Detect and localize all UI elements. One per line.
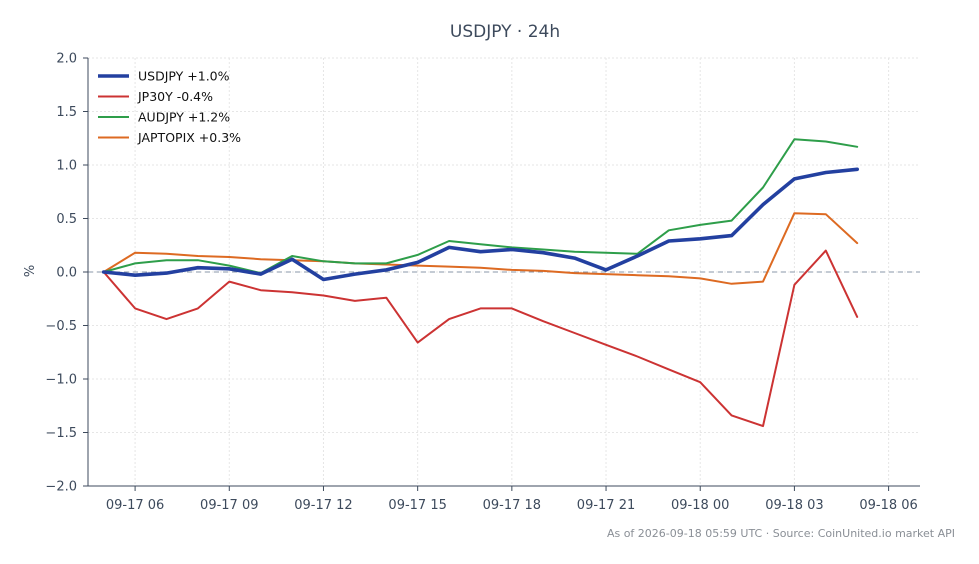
y-tick-label: −1.5 [45,426,77,441]
y-tick-label: −1.0 [45,373,77,388]
series-line-0 [101,167,860,282]
chart-title: USDJPY · 24h [450,22,560,42]
axes [83,57,920,491]
x-tick-label: 09-18 06 [859,498,917,513]
legend-label-2: AUDJPY +1.2% [138,110,230,125]
y-tick-labels: 2.0 1.5 1.0 0.5 0.0 −0.5 −1.0 −1.5 −2.0 [45,52,77,495]
x-tick-label: 09-18 03 [765,498,823,513]
x-tick-label: 09-17 06 [106,498,164,513]
x-tick-label: 09-17 18 [483,498,541,513]
x-tick-label: 09-18 00 [671,498,729,513]
y-tick-label: 0.5 [56,212,77,227]
y-tick-label: 2.0 [56,52,77,67]
y-tick-label: 1.5 [56,105,77,120]
x-tick-labels: 09-17 06 09-17 09 09-17 12 09-17 15 09-17 18… [106,498,918,513]
y-tick-label: −2.0 [45,480,77,495]
x-tick-label: 09-17 09 [200,498,258,513]
x-tick-label: 09-17 12 [294,498,352,513]
legend-label-1: JP30Y -0.4% [137,89,213,104]
series-lines [101,138,860,428]
y-axis-label: % [23,265,38,277]
x-tick-label: 09-17 15 [388,498,446,513]
series-line-2 [102,138,859,275]
legend: USDJPY +1.0% JP30Y -0.4% AUDJPY +1.2% JAPTO… [98,69,241,145]
source-footer: As of 2026-09-18 05:59 UTC · Source: Coi… [607,527,955,540]
y-tick-label: −0.5 [45,319,77,334]
legend-label-3: JAPTOPIX +0.3% [137,130,241,145]
series-line-1 [102,249,859,428]
legend-label-0: USDJPY +1.0% [138,69,230,84]
y-tick-label: 1.0 [56,159,77,174]
series-line-3 [102,212,859,285]
x-tick-label: 09-17 21 [577,498,635,513]
y-tick-label: 0.0 [56,266,77,281]
